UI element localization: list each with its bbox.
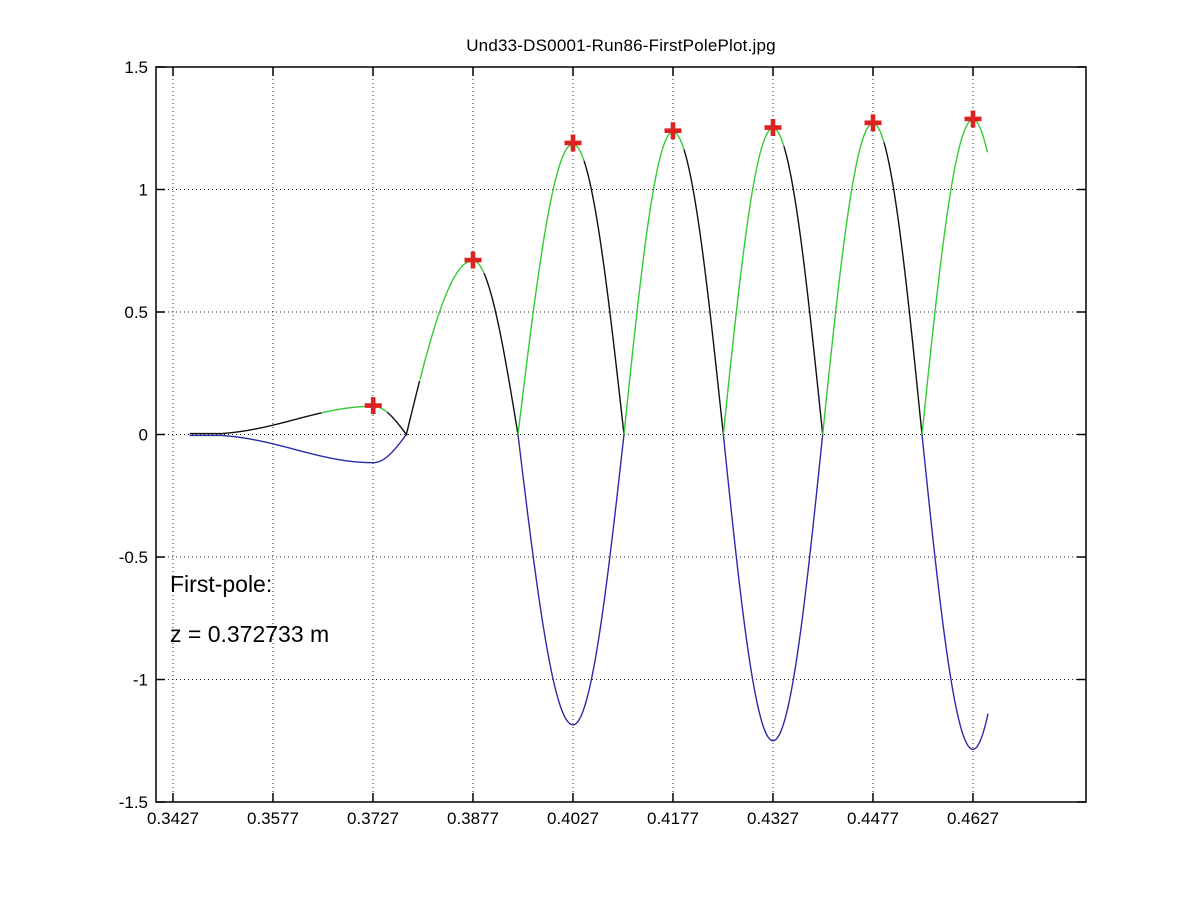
field-envelope-segment-rising [921,118,989,435]
x-tick-label: 0.4477 [847,809,899,828]
x-tick-label: 0.3727 [347,809,399,828]
plot-title: Und33-DS0001-Run86-FirstPolePlot.jpg [466,36,776,55]
y-tick-label: -1.5 [119,793,148,812]
field-curve-negative-lobe [921,434,989,751]
y-tick-label: -0.5 [119,548,148,567]
field-envelope-segment-falling [189,412,322,435]
field-envelope-segment-rising [821,122,885,435]
y-tick-label: 0.5 [124,303,148,322]
pole-marker-plus [664,122,682,140]
field-envelope-segment-falling [683,149,725,435]
x-tick-label: 0.4027 [547,809,599,828]
first-pole-annotation-label: First-pole: [170,571,273,597]
y-tick-label: 1.5 [124,58,148,77]
pole-marker-plus [464,251,482,269]
field-envelope-segment-rising [722,127,785,435]
y-tick-label: 1 [139,181,148,200]
field-envelope-segment-falling [386,380,421,437]
pole-marker-plus [764,119,782,137]
y-tick-label: 0 [139,426,148,445]
first-pole-annotation-value: z = 0.372733 m [170,621,330,647]
x-tick-label: 0.3577 [247,809,299,828]
field-envelope-segment-rising [623,131,685,435]
field-envelope-segment-falling [583,160,625,435]
field-curve-negative-lobe [517,434,625,726]
field-envelope-segment-rising [517,143,585,435]
field-envelope-segment-falling [783,146,824,435]
field-envelope-segment-falling [883,142,923,435]
pole-marker-plus [564,134,582,152]
field-envelope-segment-rising [419,259,485,380]
pole-marker-plus [364,397,382,415]
field-curve-negative-lobe [722,434,824,742]
x-tick-label: 0.4327 [747,809,799,828]
field-curve-negative-lobe [189,433,408,464]
x-tick-label: 0.4627 [947,809,999,828]
pole-marker-plus [964,110,982,128]
pole-marker-plus [864,114,882,132]
y-tick-label: -1 [133,671,148,690]
x-tick-label: 0.3427 [147,809,199,828]
x-tick-label: 0.4177 [647,809,699,828]
x-tick-label: 0.3877 [447,809,499,828]
field-envelope-segment-falling [483,272,519,435]
